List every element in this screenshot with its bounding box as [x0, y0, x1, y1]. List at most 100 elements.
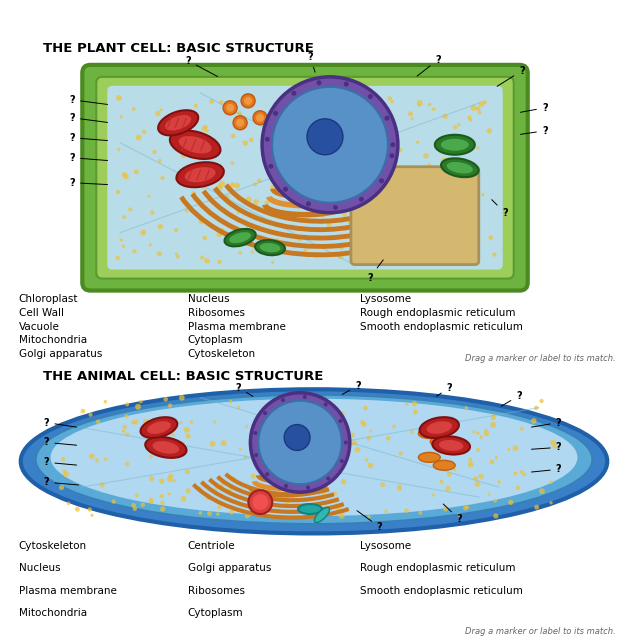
Circle shape [266, 489, 271, 494]
Circle shape [186, 489, 191, 493]
Circle shape [480, 435, 483, 439]
Text: ?: ? [521, 126, 548, 136]
Circle shape [315, 126, 320, 132]
Circle shape [397, 213, 403, 219]
Circle shape [122, 424, 127, 429]
Circle shape [141, 230, 146, 235]
Circle shape [420, 253, 423, 257]
Circle shape [217, 231, 222, 237]
Circle shape [179, 395, 185, 401]
Circle shape [365, 125, 370, 129]
FancyBboxPatch shape [351, 167, 479, 265]
Circle shape [251, 474, 256, 479]
Circle shape [317, 156, 322, 161]
Circle shape [445, 486, 451, 491]
Text: ?: ? [70, 153, 107, 163]
Circle shape [474, 222, 478, 226]
Circle shape [243, 100, 247, 105]
Circle shape [379, 99, 382, 103]
Circle shape [522, 473, 526, 476]
Ellipse shape [229, 232, 251, 243]
Circle shape [143, 419, 149, 424]
Circle shape [218, 185, 222, 188]
Circle shape [220, 482, 225, 487]
Circle shape [149, 498, 154, 503]
Circle shape [198, 165, 202, 168]
Circle shape [273, 111, 278, 116]
Text: ?: ? [44, 457, 77, 467]
Circle shape [149, 455, 153, 458]
Circle shape [253, 111, 267, 125]
Circle shape [476, 147, 479, 150]
Circle shape [188, 181, 191, 185]
Circle shape [184, 427, 190, 433]
Circle shape [311, 460, 315, 464]
Circle shape [333, 205, 338, 210]
Circle shape [539, 488, 545, 494]
Ellipse shape [418, 453, 440, 462]
Circle shape [250, 94, 254, 99]
Circle shape [303, 395, 307, 399]
Text: ?: ? [307, 52, 315, 72]
Circle shape [352, 440, 357, 446]
Ellipse shape [433, 460, 455, 470]
Circle shape [339, 412, 345, 417]
Circle shape [63, 471, 69, 477]
FancyBboxPatch shape [96, 77, 514, 278]
Circle shape [363, 249, 367, 253]
Circle shape [465, 182, 469, 186]
Ellipse shape [165, 115, 191, 131]
Ellipse shape [259, 243, 281, 252]
Circle shape [119, 239, 123, 242]
Circle shape [173, 479, 176, 482]
Circle shape [59, 485, 64, 490]
Circle shape [180, 421, 183, 424]
Ellipse shape [153, 441, 179, 454]
Circle shape [458, 238, 463, 242]
Circle shape [332, 499, 335, 502]
Circle shape [478, 111, 482, 114]
Circle shape [122, 244, 125, 248]
Circle shape [408, 111, 413, 116]
Circle shape [367, 436, 371, 440]
Circle shape [180, 441, 185, 447]
Circle shape [207, 511, 212, 516]
Circle shape [149, 500, 153, 504]
Ellipse shape [225, 229, 256, 246]
Circle shape [252, 494, 268, 510]
Circle shape [190, 421, 193, 424]
Circle shape [228, 488, 232, 493]
Text: Ribosomes: Ribosomes [188, 586, 245, 596]
Circle shape [133, 420, 138, 425]
Circle shape [386, 436, 391, 440]
Circle shape [464, 183, 470, 188]
Circle shape [141, 503, 145, 507]
Circle shape [476, 448, 480, 452]
Text: Golgi apparatus: Golgi apparatus [188, 563, 271, 574]
Text: ?: ? [44, 417, 77, 428]
Circle shape [306, 485, 310, 489]
Text: Cell Wall: Cell Wall [19, 308, 63, 318]
Circle shape [159, 478, 165, 484]
Circle shape [229, 510, 234, 514]
Text: Ribosomes: Ribosomes [188, 308, 245, 318]
Circle shape [475, 481, 480, 487]
Circle shape [435, 417, 439, 422]
Circle shape [104, 400, 107, 404]
Circle shape [131, 503, 136, 507]
Text: Mitochondria: Mitochondria [19, 608, 87, 618]
Circle shape [132, 107, 136, 111]
Circle shape [338, 244, 344, 250]
Circle shape [253, 199, 259, 204]
Circle shape [457, 513, 460, 517]
Circle shape [215, 486, 219, 490]
Text: THE PLANT CELL: BASIC STRUCTURE: THE PLANT CELL: BASIC STRUCTURE [43, 42, 314, 55]
Circle shape [90, 514, 94, 517]
Circle shape [256, 225, 262, 231]
Circle shape [168, 403, 172, 408]
Circle shape [368, 94, 373, 99]
Circle shape [474, 476, 478, 481]
Circle shape [126, 432, 129, 437]
Circle shape [437, 463, 440, 466]
Circle shape [135, 404, 141, 410]
